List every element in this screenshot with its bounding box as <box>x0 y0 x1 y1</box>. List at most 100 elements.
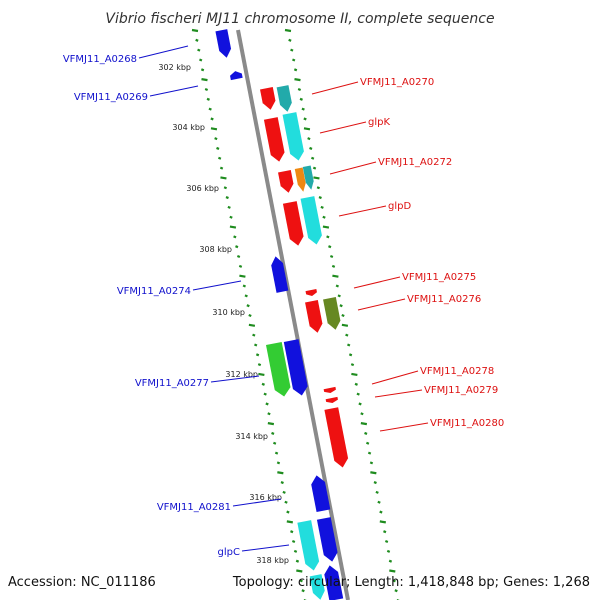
tick-mark <box>200 68 205 72</box>
gene-label[interactable]: VFMJ11_A0272 <box>378 157 452 168</box>
tick-mark <box>301 589 305 593</box>
tick-mark <box>354 382 358 386</box>
tick-mark <box>316 186 321 190</box>
gene-arrow[interactable] <box>282 201 305 247</box>
gene-arrow[interactable] <box>323 297 342 331</box>
tick-mark <box>331 264 336 268</box>
gene-arrow[interactable] <box>316 517 339 563</box>
tick-mark <box>214 137 218 141</box>
gene-arrow[interactable] <box>305 289 318 297</box>
tick-mark <box>377 500 381 504</box>
label-leader-line <box>210 375 260 383</box>
tick-mark <box>303 127 311 131</box>
gene-arrow[interactable] <box>229 70 243 81</box>
gene-label[interactable]: VFMJ11_A0280 <box>430 418 504 429</box>
scale-label: 314 kbp <box>235 432 268 441</box>
gene-arrow[interactable] <box>323 564 344 600</box>
gene-arrow[interactable] <box>215 29 232 59</box>
scale-labels: 302 kbp 304 kbp 306 kbp 308 kbp 310 kbp 312 k… <box>158 63 289 565</box>
gene-label[interactable]: glpC <box>218 547 240 558</box>
gene-label[interactable]: glpD <box>388 201 411 212</box>
gene-label[interactable]: VFMJ11_A0277 <box>135 378 209 389</box>
tick-mark <box>286 510 290 514</box>
gene-arrow[interactable] <box>263 117 286 163</box>
tick-mark <box>272 441 277 445</box>
gene-arrow[interactable] <box>270 255 289 293</box>
tick-mark <box>297 87 302 91</box>
gene-label[interactable]: VFMJ11_A0276 <box>407 294 481 305</box>
tick-mark <box>263 392 267 396</box>
topology-text: Topology: circular; Length: 1,418,848 bp… <box>232 575 590 590</box>
tick-mark <box>274 451 279 455</box>
gene-arrow[interactable] <box>305 300 324 334</box>
tick-mark <box>248 313 252 318</box>
tick-mark <box>383 530 387 534</box>
tick-mark <box>242 284 246 288</box>
gene-label[interactable]: glpK <box>368 117 390 128</box>
tick-mark <box>271 431 275 435</box>
gene-arrow[interactable] <box>282 112 306 162</box>
gene-label[interactable]: VFMJ11_A0274 <box>117 286 191 297</box>
tick-mark <box>257 363 262 367</box>
tick-mark <box>379 510 383 514</box>
gene-label[interactable]: VFMJ11_A0279 <box>424 385 498 396</box>
label-leader-line <box>379 422 429 432</box>
tick-mark <box>267 412 271 416</box>
tick-mark <box>223 186 228 190</box>
label-leader-line <box>149 85 199 97</box>
tick-mark <box>335 284 339 288</box>
gene-arrow[interactable] <box>300 196 324 246</box>
tick-mark <box>309 146 313 150</box>
gene-arrow[interactable] <box>325 396 339 404</box>
gene-label[interactable]: VFMJ11_A0269 <box>74 92 148 103</box>
tick-mark <box>293 68 298 72</box>
tick-mark <box>236 255 241 259</box>
tick-mark <box>388 559 393 563</box>
gene-arrow[interactable] <box>278 169 295 194</box>
gene-label[interactable]: VFMJ11_A0278 <box>420 366 494 377</box>
tick-mark <box>328 245 332 249</box>
gene-label[interactable]: VFMJ11_A0268 <box>63 54 137 65</box>
gene-label[interactable]: VFMJ11_A0270 <box>360 77 434 88</box>
genes <box>215 29 349 600</box>
accession-text: Accession: NC_011186 <box>8 575 156 590</box>
label-leader-line <box>329 161 377 175</box>
tick-mark <box>246 304 250 308</box>
tick-mark <box>364 431 368 435</box>
tick-mark <box>291 540 296 544</box>
tick-mark <box>282 490 286 494</box>
gene-arrow[interactable] <box>297 520 320 572</box>
tick-mark <box>267 422 275 426</box>
gene-arrow[interactable] <box>260 86 277 111</box>
tick-mark <box>210 117 214 121</box>
gene-arrow[interactable] <box>302 165 315 190</box>
tick-mark <box>217 156 222 160</box>
tick-mark <box>339 304 343 308</box>
label-leader-line <box>232 498 282 507</box>
gene-arrow[interactable] <box>265 341 292 398</box>
gene-label[interactable]: VFMJ11_A0281 <box>157 502 231 513</box>
gene-arrow[interactable] <box>310 474 331 513</box>
tick-mark <box>204 87 209 91</box>
gene-arrow[interactable] <box>324 407 349 469</box>
gene-label[interactable]: VFMJ11_A0275 <box>402 272 476 283</box>
tick-mark <box>233 235 237 239</box>
tick-mark <box>286 520 294 524</box>
gene-arrow[interactable] <box>276 85 294 113</box>
tick-mark <box>310 156 315 160</box>
tick-mark <box>293 549 298 553</box>
tick-mark <box>356 392 360 396</box>
gene-arrow[interactable] <box>323 386 337 394</box>
gene-arrow[interactable] <box>309 574 327 600</box>
gene-arrow[interactable] <box>283 339 309 397</box>
tick-mark <box>201 78 208 82</box>
scale-label: 316 kbp <box>249 493 282 502</box>
tick-mark <box>254 343 258 347</box>
tick-mark <box>347 343 351 347</box>
gene-arrow[interactable] <box>294 167 307 192</box>
tick-mark <box>225 196 229 200</box>
tick-mark <box>238 264 243 268</box>
label-leader-line <box>374 389 423 398</box>
label-leader-line <box>319 121 367 134</box>
tick-mark <box>216 146 220 150</box>
